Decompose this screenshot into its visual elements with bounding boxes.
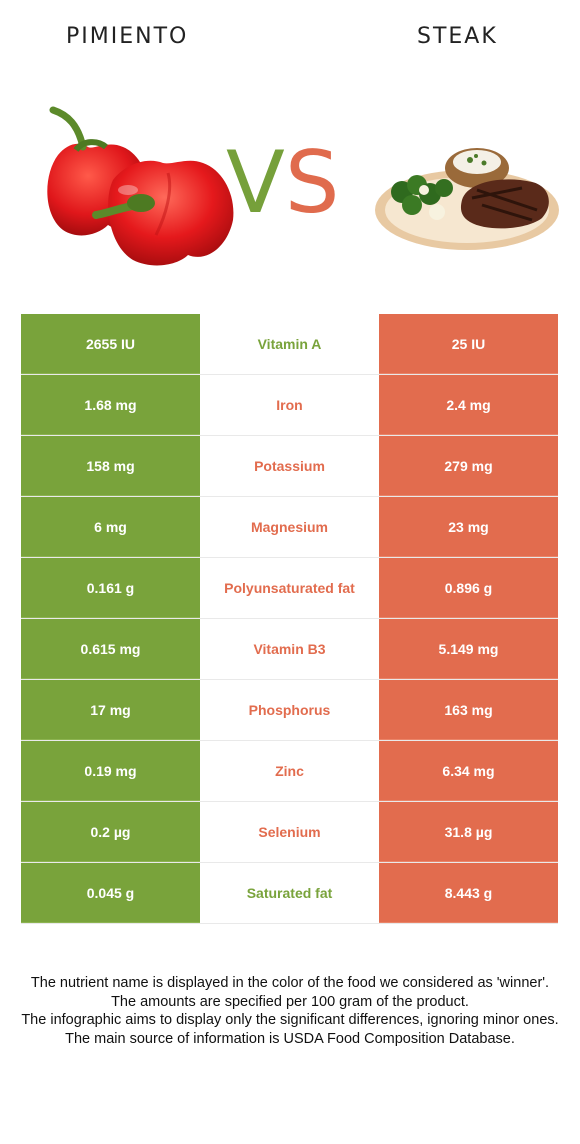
table-row: 0.19 mg Zinc 6.34 mg — [21, 741, 558, 802]
vs-s: S — [284, 133, 340, 233]
vs-label: VS — [226, 140, 339, 226]
nutrient-name: Zinc — [200, 741, 379, 801]
right-value: 6.34 mg — [379, 741, 558, 801]
right-value: 25 IU — [379, 314, 558, 374]
left-value: 6 mg — [21, 497, 200, 557]
table-row: 0.045 g Saturated fat 8.443 g — [21, 863, 558, 924]
right-value: 279 mg — [379, 436, 558, 496]
nutrient-name: Iron — [200, 375, 379, 435]
nutrient-name: Polyunsaturated fat — [200, 558, 379, 618]
table-row: 158 mg Potassium 279 mg — [21, 436, 558, 497]
vs-v: V — [226, 133, 285, 233]
pimiento-image — [47, 106, 234, 266]
left-food-title: PIMIENTO — [66, 24, 189, 49]
left-value: 0.19 mg — [21, 741, 200, 801]
left-value: 158 mg — [21, 436, 200, 496]
right-value: 0.896 g — [379, 558, 558, 618]
steak-image — [375, 148, 559, 250]
left-value: 17 mg — [21, 680, 200, 740]
right-value: 163 mg — [379, 680, 558, 740]
table-row: 0.161 g Polyunsaturated fat 0.896 g — [21, 558, 558, 619]
right-value: 31.8 µg — [379, 802, 558, 862]
table-row: 0.615 mg Vitamin B3 5.149 mg — [21, 619, 558, 680]
comparison-table: 2655 IU Vitamin A 25 IU 1.68 mg Iron 2.4 mg 15… — [21, 314, 558, 924]
right-value: 2.4 mg — [379, 375, 558, 435]
right-value: 5.149 mg — [379, 619, 558, 679]
right-food-title: STEAK — [417, 24, 498, 49]
right-value: 8.443 g — [379, 863, 558, 923]
nutrient-name: Vitamin B3 — [200, 619, 379, 679]
nutrient-name: Selenium — [200, 802, 379, 862]
nutrient-name: Vitamin A — [200, 314, 379, 374]
footer-line: The amounts are specified per 100 gram o… — [111, 993, 469, 1010]
left-value: 2655 IU — [21, 314, 200, 374]
right-value: 23 mg — [379, 497, 558, 557]
left-value: 1.68 mg — [21, 375, 200, 435]
nutrient-name: Saturated fat — [200, 863, 379, 923]
table-row: 2655 IU Vitamin A 25 IU — [21, 314, 558, 375]
table-row: 6 mg Magnesium 23 mg — [21, 497, 558, 558]
footer-notes: The nutrient name is displayed in the co… — [14, 974, 566, 1048]
footer-line: The infographic aims to display only the… — [21, 1012, 559, 1028]
footer-line: The main source of information is USDA F… — [65, 1030, 515, 1047]
nutrient-name: Potassium — [200, 436, 379, 496]
footer-line: The nutrient name is displayed in the co… — [30, 975, 550, 991]
table-row: 17 mg Phosphorus 163 mg — [21, 680, 558, 741]
nutrient-name: Phosphorus — [200, 680, 379, 740]
left-value: 0.045 g — [21, 863, 200, 923]
left-value: 0.615 mg — [21, 619, 200, 679]
table-row: 1.68 mg Iron 2.4 mg — [21, 375, 558, 436]
left-value: 0.161 g — [21, 558, 200, 618]
left-value: 0.2 µg — [21, 802, 200, 862]
nutrient-name: Magnesium — [200, 497, 379, 557]
table-row: 0.2 µg Selenium 31.8 µg — [21, 802, 558, 863]
